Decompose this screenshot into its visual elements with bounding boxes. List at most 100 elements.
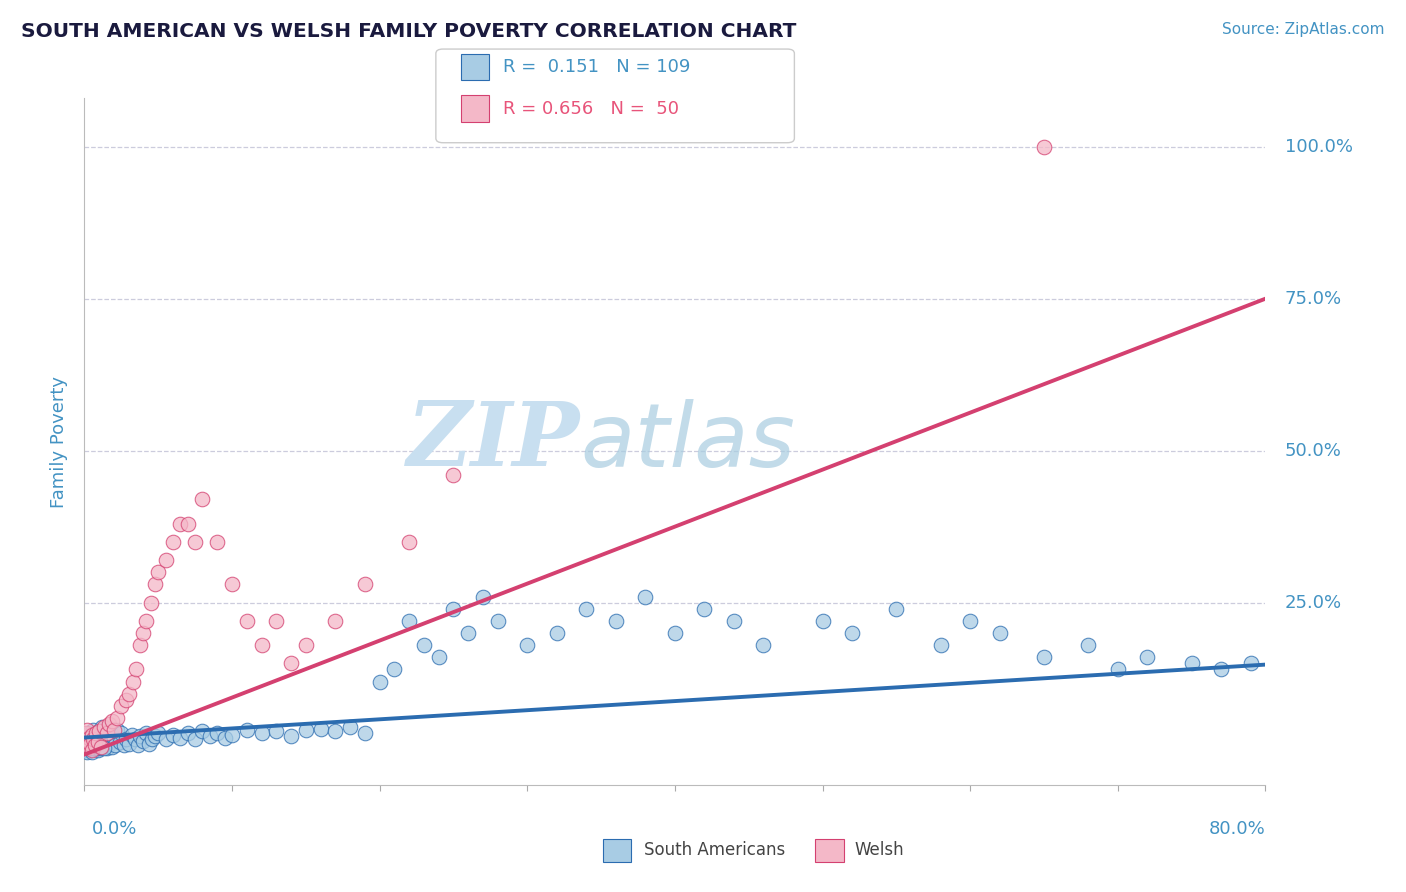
Text: Welsh: Welsh xyxy=(855,841,904,859)
Point xyxy=(90,740,112,755)
Point xyxy=(323,724,347,739)
Point xyxy=(98,737,121,751)
Text: atlas: atlas xyxy=(581,399,796,484)
Point xyxy=(84,726,107,740)
Point xyxy=(79,741,101,756)
Point xyxy=(110,726,132,740)
Point xyxy=(295,723,318,738)
Point xyxy=(886,601,908,615)
Point xyxy=(97,732,120,747)
Point xyxy=(1077,638,1099,652)
Text: 100.0%: 100.0% xyxy=(1285,137,1353,156)
Point xyxy=(250,638,273,652)
Point xyxy=(103,723,125,738)
Point xyxy=(221,728,243,742)
Point xyxy=(110,698,132,713)
Point xyxy=(841,626,863,640)
Point xyxy=(486,614,509,628)
Point xyxy=(309,722,332,736)
Point xyxy=(184,732,207,747)
Point xyxy=(250,726,273,740)
Point xyxy=(75,726,97,740)
Text: R = 0.656   N =  50: R = 0.656 N = 50 xyxy=(503,100,679,118)
Point xyxy=(354,577,377,591)
Point xyxy=(198,729,221,743)
Point xyxy=(108,735,131,749)
Point xyxy=(1136,650,1159,665)
Point xyxy=(1209,663,1232,677)
Point xyxy=(148,566,170,580)
Point xyxy=(103,731,125,745)
Point xyxy=(339,720,361,734)
Point xyxy=(205,534,228,549)
Text: South Americans: South Americans xyxy=(644,841,785,859)
Point xyxy=(98,717,121,731)
Point xyxy=(205,726,228,740)
Point xyxy=(90,741,112,756)
Point xyxy=(93,741,115,756)
Point xyxy=(118,737,141,751)
Point xyxy=(87,724,111,739)
Point xyxy=(575,601,598,615)
Point xyxy=(139,596,162,610)
Point xyxy=(191,492,214,507)
Point xyxy=(86,741,108,756)
Point xyxy=(141,732,163,747)
Point xyxy=(79,731,101,745)
Point xyxy=(124,732,146,747)
Point xyxy=(75,739,97,753)
Point xyxy=(155,553,177,567)
Point xyxy=(91,720,114,734)
Point xyxy=(114,732,136,747)
Point xyxy=(143,729,166,743)
Text: ZIP: ZIP xyxy=(406,399,581,484)
Point xyxy=(101,740,124,755)
Point xyxy=(605,614,627,628)
Text: R =  0.151   N = 109: R = 0.151 N = 109 xyxy=(503,58,690,76)
Point xyxy=(87,737,111,751)
Point xyxy=(295,638,318,652)
Point xyxy=(96,741,118,756)
Point xyxy=(129,729,152,743)
Text: SOUTH AMERICAN VS WELSH FAMILY POVERTY CORRELATION CHART: SOUTH AMERICAN VS WELSH FAMILY POVERTY C… xyxy=(21,22,796,41)
Point xyxy=(138,737,160,751)
Point xyxy=(184,534,207,549)
Point xyxy=(148,726,170,740)
Point xyxy=(82,735,104,749)
Point xyxy=(76,734,98,748)
Point xyxy=(86,732,108,747)
Point xyxy=(93,739,115,753)
Point xyxy=(75,737,97,751)
Point xyxy=(214,731,236,745)
Point xyxy=(105,723,128,738)
Point xyxy=(135,614,157,628)
Point xyxy=(457,626,479,640)
Point xyxy=(77,741,100,756)
Point xyxy=(77,731,100,745)
Point xyxy=(155,732,177,747)
Point xyxy=(162,534,184,549)
Point xyxy=(959,614,981,628)
Point xyxy=(82,741,104,756)
Y-axis label: Family Poverty: Family Poverty xyxy=(51,376,69,508)
Point xyxy=(80,741,103,756)
Point xyxy=(79,741,101,756)
Point xyxy=(693,601,716,615)
Point xyxy=(80,742,103,756)
Point xyxy=(221,577,243,591)
Point xyxy=(177,516,200,531)
Point xyxy=(80,739,103,753)
Point xyxy=(1032,650,1054,665)
Point xyxy=(86,735,108,749)
Point xyxy=(75,732,97,747)
Text: 50.0%: 50.0% xyxy=(1285,442,1341,459)
Text: Source: ZipAtlas.com: Source: ZipAtlas.com xyxy=(1222,22,1385,37)
Point xyxy=(382,663,406,677)
Text: 75.0%: 75.0% xyxy=(1285,290,1341,308)
Point xyxy=(752,638,775,652)
Point xyxy=(80,728,103,742)
Point xyxy=(368,674,391,689)
Point xyxy=(132,734,155,748)
Point xyxy=(76,729,98,743)
Point xyxy=(323,614,347,628)
